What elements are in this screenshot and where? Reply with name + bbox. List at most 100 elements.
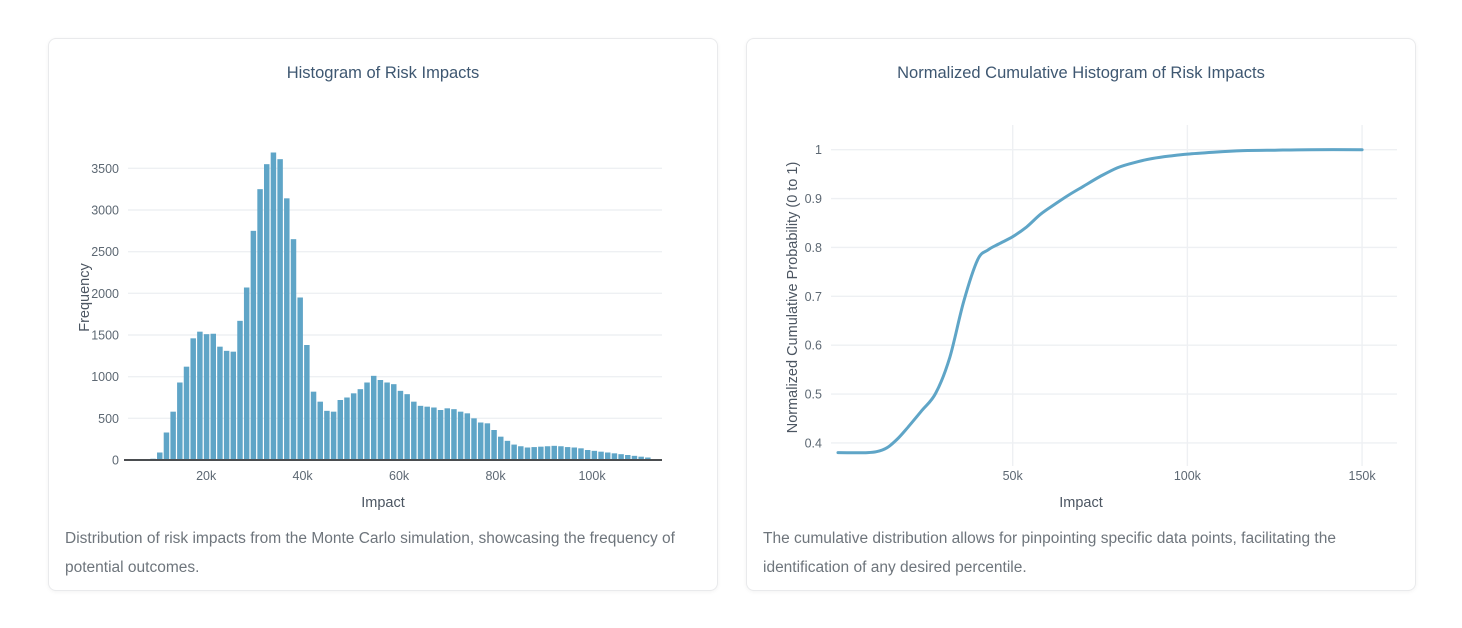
y-tick-label: 0.4	[805, 436, 822, 450]
x-tick-label: 50k	[1003, 469, 1024, 483]
x-tick-label: 60k	[389, 469, 410, 483]
histogram-bar	[350, 393, 357, 460]
y-tick-label: 500	[98, 412, 119, 426]
y-tick-label: 1000	[91, 370, 119, 384]
histogram-bar	[531, 447, 537, 460]
y-tick-label: 3000	[91, 204, 119, 218]
histogram-bar	[598, 451, 604, 460]
x-tick-label: 100k	[578, 469, 606, 483]
histogram-bar	[544, 446, 551, 460]
histogram-bar	[498, 436, 504, 460]
histogram-bar	[317, 401, 323, 460]
histogram-bar	[297, 297, 303, 460]
histogram-bar	[558, 446, 564, 460]
cumulative-line	[836, 148, 1364, 455]
histogram-bar	[431, 407, 437, 460]
histogram-bar	[604, 452, 611, 460]
cumulative-card: Normalized Cumulative Histogram of Risk …	[746, 38, 1416, 591]
histogram-bar	[518, 446, 524, 460]
histogram-bar	[290, 239, 297, 460]
histogram-plot: 0 500 1000 1500 2000 2500 3000 3500 20k 40k 60k 80k…	[77, 152, 662, 483]
histogram-bar	[424, 406, 430, 460]
histogram-bar	[618, 454, 624, 460]
histogram-bar	[504, 440, 511, 460]
y-tick-label: 1	[815, 143, 822, 157]
histogram-bar	[391, 384, 397, 460]
histogram-bar	[190, 338, 196, 460]
histogram-bar	[330, 411, 337, 460]
histogram-bar	[243, 287, 250, 460]
y-axis-label: Frequency	[77, 263, 93, 332]
histogram-bar	[611, 453, 618, 460]
x-tick-label: 80k	[485, 469, 506, 483]
histogram-x-axis-label: Impact	[361, 495, 405, 511]
histogram-bar	[631, 455, 638, 460]
y-tick-label: 0.9	[805, 192, 822, 206]
histogram-bar	[197, 331, 203, 460]
cumulative-x-axis-label: Impact	[1059, 495, 1103, 511]
histogram-title: Histogram of Risk Impacts	[286, 64, 480, 82]
histogram-bar	[257, 189, 263, 461]
histogram-bar	[511, 444, 517, 460]
y-tick-label: 0.7	[805, 290, 822, 304]
histogram-bar	[237, 320, 243, 460]
histogram-caption: Distribution of risk impacts from the Mo…	[65, 530, 675, 576]
histogram-bar	[344, 397, 350, 460]
histogram-bar	[203, 334, 210, 460]
histogram-bar	[217, 346, 223, 460]
histogram-bar	[397, 390, 404, 460]
histogram-bar	[477, 422, 484, 460]
histogram-bar	[337, 400, 344, 460]
histogram-bar	[411, 401, 417, 460]
histogram-bar	[230, 351, 237, 460]
histogram-bar	[571, 447, 578, 460]
histogram-bar	[524, 447, 531, 460]
histogram-bar	[284, 198, 290, 460]
histogram-bar	[457, 411, 464, 460]
y-tick-label: 0.8	[805, 241, 822, 255]
histogram-bar	[183, 366, 190, 460]
x-tick-label: 100k	[1174, 469, 1202, 483]
histogram-bar	[157, 452, 163, 460]
histogram-bar	[324, 410, 330, 460]
y-tick-label: 0.6	[805, 339, 822, 353]
y-tick-label: 0.5	[805, 388, 822, 402]
histogram-bar	[304, 345, 310, 460]
histogram-bar	[250, 230, 257, 460]
histogram-bar	[584, 450, 591, 460]
histogram-bar	[177, 382, 183, 460]
histogram-bar	[444, 408, 450, 460]
histogram-bar	[277, 159, 283, 461]
histogram-bar	[645, 457, 651, 460]
histogram-bar	[491, 430, 497, 460]
histogram-bar	[404, 394, 410, 460]
histogram-bar	[638, 456, 644, 460]
y-tick-label: 2000	[91, 287, 119, 301]
x-tick-label: 40k	[293, 469, 314, 483]
histogram-bar	[484, 423, 491, 460]
histogram-bar	[437, 410, 444, 460]
y-tick-label: 3500	[91, 162, 119, 176]
histogram-bar	[310, 391, 317, 460]
histogram-card: Histogram of Risk Impacts 0 500 1000 1500 20…	[48, 38, 718, 591]
histogram-bar	[591, 450, 598, 460]
histogram-bar	[370, 375, 377, 460]
histogram-bar	[578, 448, 584, 460]
histogram-bar	[464, 413, 471, 460]
histogram-bar	[564, 447, 571, 460]
histogram-bar	[625, 455, 631, 460]
histogram-bar	[538, 446, 544, 460]
histogram-bar	[377, 380, 384, 460]
histogram-bar	[471, 418, 477, 460]
histogram-bar	[384, 382, 390, 460]
x-tick-label: 20k	[196, 469, 217, 483]
histogram-bar	[223, 350, 230, 460]
histogram-bar	[210, 333, 216, 460]
histogram-bar	[417, 405, 424, 460]
cumulative-caption: The cumulative distribution allows for p…	[763, 530, 1336, 576]
histogram-bar	[264, 164, 270, 461]
histogram-bar	[451, 409, 457, 460]
histogram-bar	[357, 389, 364, 460]
histogram-bar	[170, 411, 176, 460]
